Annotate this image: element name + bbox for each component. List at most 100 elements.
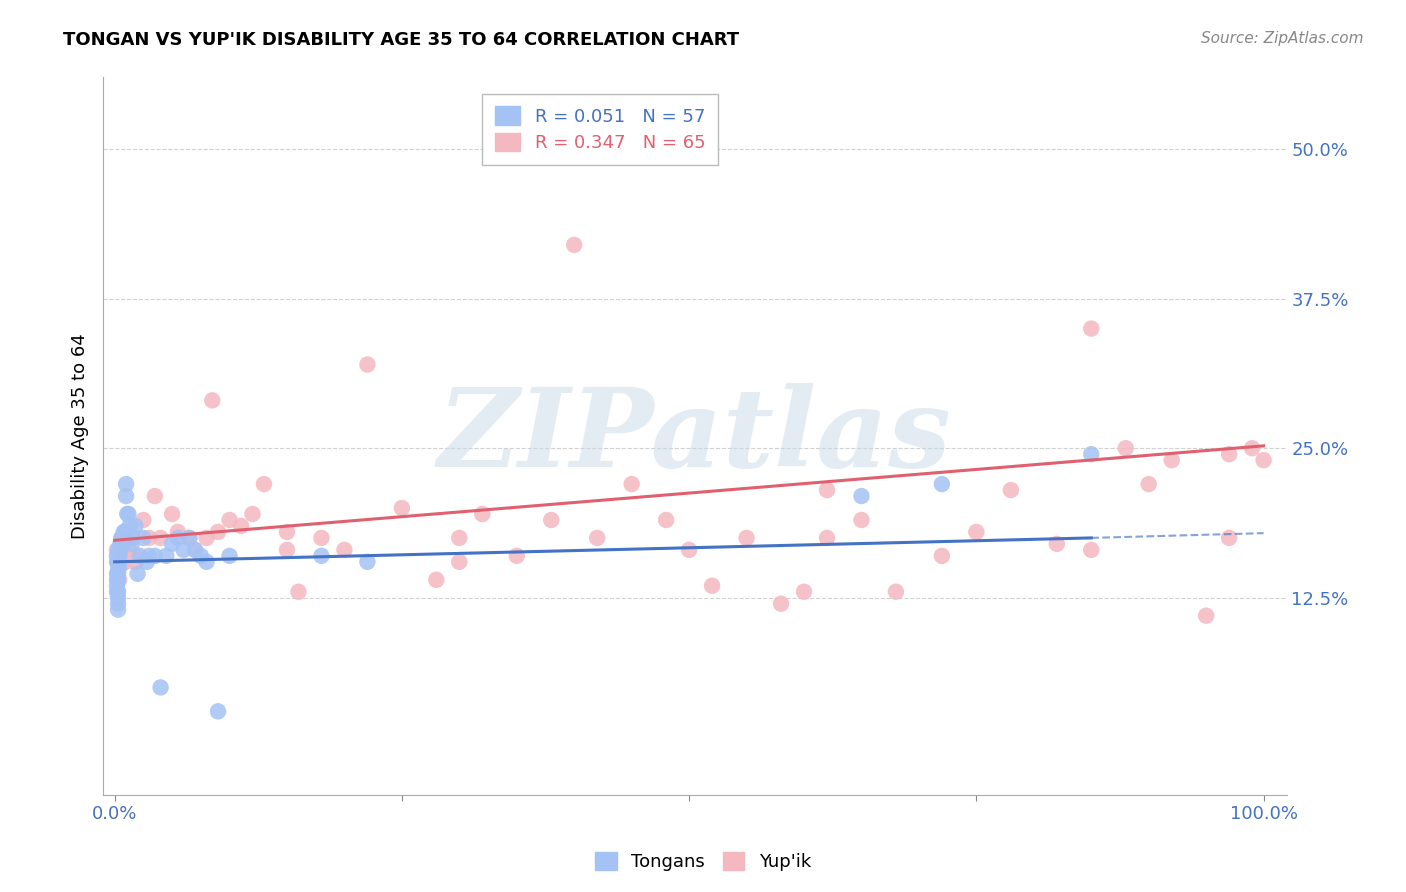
Point xyxy=(851,489,873,503)
Text: ZIPatlas: ZIPatlas xyxy=(437,383,952,490)
Point xyxy=(111,537,134,551)
Point xyxy=(138,531,160,545)
Point xyxy=(655,513,678,527)
Point xyxy=(149,531,172,545)
Point xyxy=(1253,453,1275,467)
Point xyxy=(884,584,907,599)
Point xyxy=(965,524,987,539)
Point xyxy=(117,507,139,521)
Point xyxy=(815,531,838,545)
Point xyxy=(1000,483,1022,497)
Point xyxy=(107,591,129,605)
Legend: Tongans, Yup'ik: Tongans, Yup'ik xyxy=(588,845,818,879)
Point xyxy=(117,507,139,521)
Y-axis label: Disability Age 35 to 64: Disability Age 35 to 64 xyxy=(72,334,89,539)
Point xyxy=(356,358,378,372)
Point xyxy=(562,238,585,252)
Point xyxy=(195,555,218,569)
Point xyxy=(207,524,229,539)
Point xyxy=(356,555,378,569)
Point xyxy=(1080,542,1102,557)
Point xyxy=(122,531,145,545)
Point xyxy=(166,531,188,545)
Point xyxy=(173,542,195,557)
Point xyxy=(931,477,953,491)
Point xyxy=(815,483,838,497)
Point xyxy=(160,507,183,521)
Point xyxy=(135,555,157,569)
Point xyxy=(112,531,135,545)
Text: Source: ZipAtlas.com: Source: ZipAtlas.com xyxy=(1201,31,1364,46)
Point xyxy=(112,549,135,563)
Point xyxy=(118,519,141,533)
Point xyxy=(449,555,471,569)
Point xyxy=(1046,537,1069,551)
Point xyxy=(311,549,333,563)
Point xyxy=(155,549,177,563)
Point xyxy=(1115,441,1137,455)
Point xyxy=(132,531,155,545)
Point xyxy=(110,537,132,551)
Point xyxy=(121,537,143,551)
Point xyxy=(107,542,129,557)
Point xyxy=(107,584,129,599)
Point xyxy=(276,524,298,539)
Point xyxy=(143,489,166,503)
Point xyxy=(311,531,333,545)
Point xyxy=(108,561,131,575)
Point xyxy=(1080,321,1102,335)
Point xyxy=(128,549,150,563)
Point xyxy=(540,513,562,527)
Point xyxy=(107,566,129,581)
Point xyxy=(1080,447,1102,461)
Point xyxy=(449,531,471,545)
Point xyxy=(107,555,129,569)
Point xyxy=(160,537,183,551)
Point xyxy=(793,584,815,599)
Point xyxy=(107,561,129,575)
Point xyxy=(105,579,128,593)
Legend: R = 0.051   N = 57, R = 0.347   N = 65: R = 0.051 N = 57, R = 0.347 N = 65 xyxy=(482,94,718,165)
Point xyxy=(110,531,132,545)
Point xyxy=(107,555,129,569)
Point xyxy=(253,477,276,491)
Point xyxy=(425,573,447,587)
Point xyxy=(769,597,792,611)
Point xyxy=(471,507,494,521)
Point xyxy=(143,549,166,563)
Point xyxy=(333,542,356,557)
Point xyxy=(586,531,609,545)
Point xyxy=(184,542,207,557)
Point xyxy=(105,573,128,587)
Point xyxy=(124,519,146,533)
Point xyxy=(127,566,149,581)
Point xyxy=(735,531,758,545)
Point xyxy=(506,549,529,563)
Point xyxy=(115,555,138,569)
Point xyxy=(110,542,132,557)
Point xyxy=(1137,477,1160,491)
Point xyxy=(107,602,129,616)
Point xyxy=(391,501,413,516)
Point xyxy=(620,477,643,491)
Point xyxy=(127,549,149,563)
Point xyxy=(201,393,224,408)
Point xyxy=(110,537,132,551)
Point xyxy=(1218,531,1240,545)
Point xyxy=(105,542,128,557)
Point xyxy=(179,531,201,545)
Point xyxy=(114,524,136,539)
Point xyxy=(105,566,128,581)
Point xyxy=(190,549,212,563)
Point xyxy=(1218,447,1240,461)
Point xyxy=(115,477,138,491)
Point xyxy=(108,555,131,569)
Point xyxy=(1241,441,1264,455)
Point xyxy=(195,531,218,545)
Point xyxy=(242,507,264,521)
Point xyxy=(108,573,131,587)
Point xyxy=(218,513,240,527)
Point xyxy=(112,524,135,539)
Point xyxy=(124,555,146,569)
Point xyxy=(110,531,132,545)
